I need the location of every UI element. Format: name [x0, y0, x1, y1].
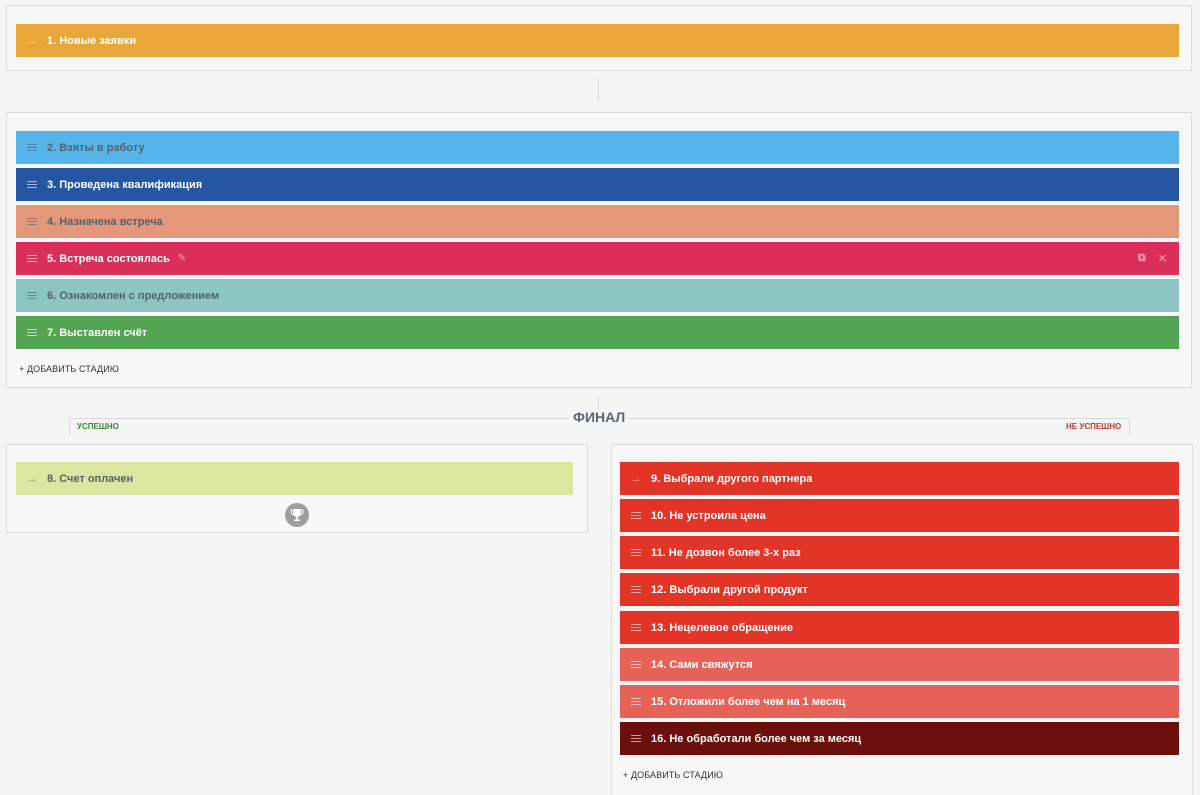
stage-2[interactable]: 2. Взяты в работу [16, 131, 1179, 164]
stage-15[interactable]: 15. Отложили более чем на 1 месяц [620, 685, 1179, 718]
stage-label: 11. Не дозвон более 3-х раз [651, 546, 801, 559]
stage-label: 7. Выставлен счёт [47, 326, 148, 339]
stage-label: 12. Выбрали другой продукт [651, 583, 808, 596]
edit-pencil-icon[interactable]: ✎ [177, 253, 187, 264]
arrow-right-icon: → [26, 34, 37, 47]
stage-14[interactable]: 14. Сами свяжутся [620, 648, 1179, 681]
failure-add-stage-button[interactable]: + ДОБАВИТЬ СТАДИЮ [623, 770, 723, 780]
drag-handle-icon[interactable] [27, 217, 37, 226]
drag-handle-icon[interactable] [631, 660, 641, 669]
stage-4[interactable]: 4. Назначена встреча [16, 205, 1179, 238]
stage-label: 1. Новые заявки [47, 34, 137, 47]
stage-10[interactable]: 10. Не устроила цена [620, 499, 1179, 532]
drag-handle-icon[interactable] [27, 328, 37, 337]
drag-handle-icon[interactable] [631, 585, 641, 594]
drag-handle-icon[interactable] [27, 291, 37, 300]
trophy-icon [285, 503, 309, 527]
stage-label: 4. Назначена встреча [47, 215, 163, 228]
stage-label: 6. Ознакомлен с предложением [47, 289, 220, 302]
stage-12[interactable]: 12. Выбрали другой продукт [620, 573, 1179, 606]
stage-3[interactable]: 3. Проведена квалификация [16, 168, 1179, 201]
drag-handle-icon[interactable] [631, 548, 641, 557]
connector-line [598, 396, 599, 410]
stage-9[interactable]: → 9. Выбрали другого партнера [620, 462, 1179, 495]
stage-6[interactable]: 6. Ознакомлен с предложением [16, 279, 1179, 312]
final-divider-right [628, 418, 1130, 419]
copy-icon[interactable]: ⧉ [1137, 252, 1146, 264]
stage-label: 5. Встреча состоялась [47, 252, 170, 265]
drag-handle-icon[interactable] [631, 697, 641, 706]
close-icon[interactable]: ✕ [1157, 253, 1167, 265]
failure-label: НЕ УСПЕШНО [1066, 422, 1122, 431]
stage-label: 14. Сами свяжутся [651, 658, 753, 671]
final-divider-left [69, 418, 569, 419]
stage-label: 13. Нецелевое обращение [651, 621, 794, 634]
stage-label: 3. Проведена квалификация [47, 178, 203, 191]
drag-handle-icon[interactable] [27, 254, 37, 263]
stage-11[interactable]: 11. Не дозвон более 3-х раз [620, 536, 1179, 569]
success-label: УСПЕШНО [77, 422, 119, 431]
stage-13[interactable]: 13. Нецелевое обращение [620, 611, 1179, 644]
stage-5[interactable]: 5. Встреча состоялась ✎ ⧉ ✕ [16, 242, 1179, 275]
drag-handle-icon[interactable] [27, 180, 37, 189]
stage-7[interactable]: 7. Выставлен счёт [16, 316, 1179, 349]
final-divider-left-tick [69, 418, 70, 436]
stage-label: 16. Не обработали более чем за месяц [651, 732, 862, 745]
drag-handle-icon[interactable] [27, 143, 37, 152]
stage-label: 8. Счет оплачен [47, 472, 134, 485]
drag-handle-icon[interactable] [631, 511, 641, 520]
final-divider-right-tick [1129, 418, 1130, 436]
final-title: ФИНАЛ [573, 409, 626, 425]
stage-label: 9. Выбрали другого партнера [651, 472, 813, 485]
arrow-right-icon: → [630, 472, 641, 485]
stage-label: 15. Отложили более чем на 1 месяц [651, 695, 846, 708]
stage-1[interactable]: → 1. Новые заявки [16, 24, 1179, 57]
arrow-right-icon: → [26, 472, 37, 485]
stage-label: 2. Взяты в работу [47, 141, 145, 154]
drag-handle-icon[interactable] [631, 623, 641, 632]
stage-16[interactable]: 16. Не обработали более чем за месяц [620, 722, 1179, 755]
drag-handle-icon[interactable] [631, 734, 641, 743]
connector-line [598, 78, 599, 102]
stage-label: 10. Не устроила цена [651, 509, 766, 522]
add-stage-button[interactable]: + ДОБАВИТЬ СТАДИЮ [19, 364, 119, 374]
stage-8[interactable]: → 8. Счет оплачен [16, 462, 573, 495]
